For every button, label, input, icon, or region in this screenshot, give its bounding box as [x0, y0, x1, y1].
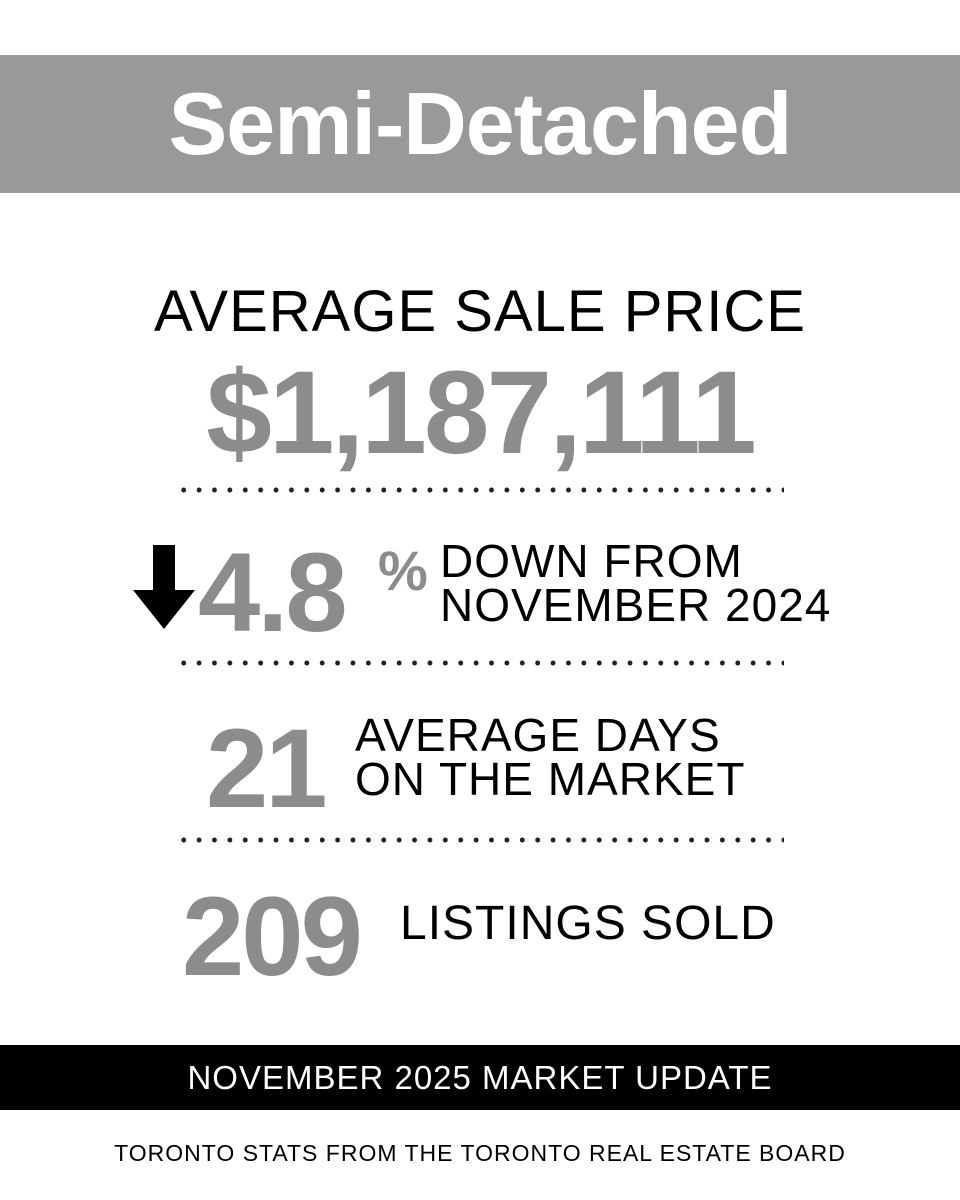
page-title: Semi-Detached: [168, 74, 793, 173]
sold-label: LISTINGS SOLD: [400, 897, 776, 950]
price-value: $1,187,111: [206, 347, 757, 479]
days-line2: ON THE MARKET: [355, 753, 746, 805]
change-unit: %: [378, 539, 428, 602]
header-bar: [0, 55, 960, 193]
divider: [176, 660, 784, 666]
days-value: 21: [206, 706, 328, 831]
footer-banner-text: NOVEMBER 2025 MARKET UPDATE: [187, 1059, 773, 1096]
source-note: TORONTO STATS FROM THE TORONTO REAL ESTA…: [114, 1140, 846, 1166]
sold-value: 209: [182, 874, 363, 999]
change-value: 4.8: [198, 530, 348, 655]
days-line1: AVERAGE DAYS: [355, 709, 721, 761]
divider: [176, 837, 784, 843]
divider: [176, 487, 784, 493]
change-line2: NOVEMBER 2024: [440, 579, 832, 631]
arrow-down-icon: [133, 545, 195, 629]
price-label: AVERAGE SALE PRICE: [154, 279, 806, 344]
footer-banner: [0, 1045, 960, 1110]
change-line1: DOWN FROM: [440, 535, 743, 587]
